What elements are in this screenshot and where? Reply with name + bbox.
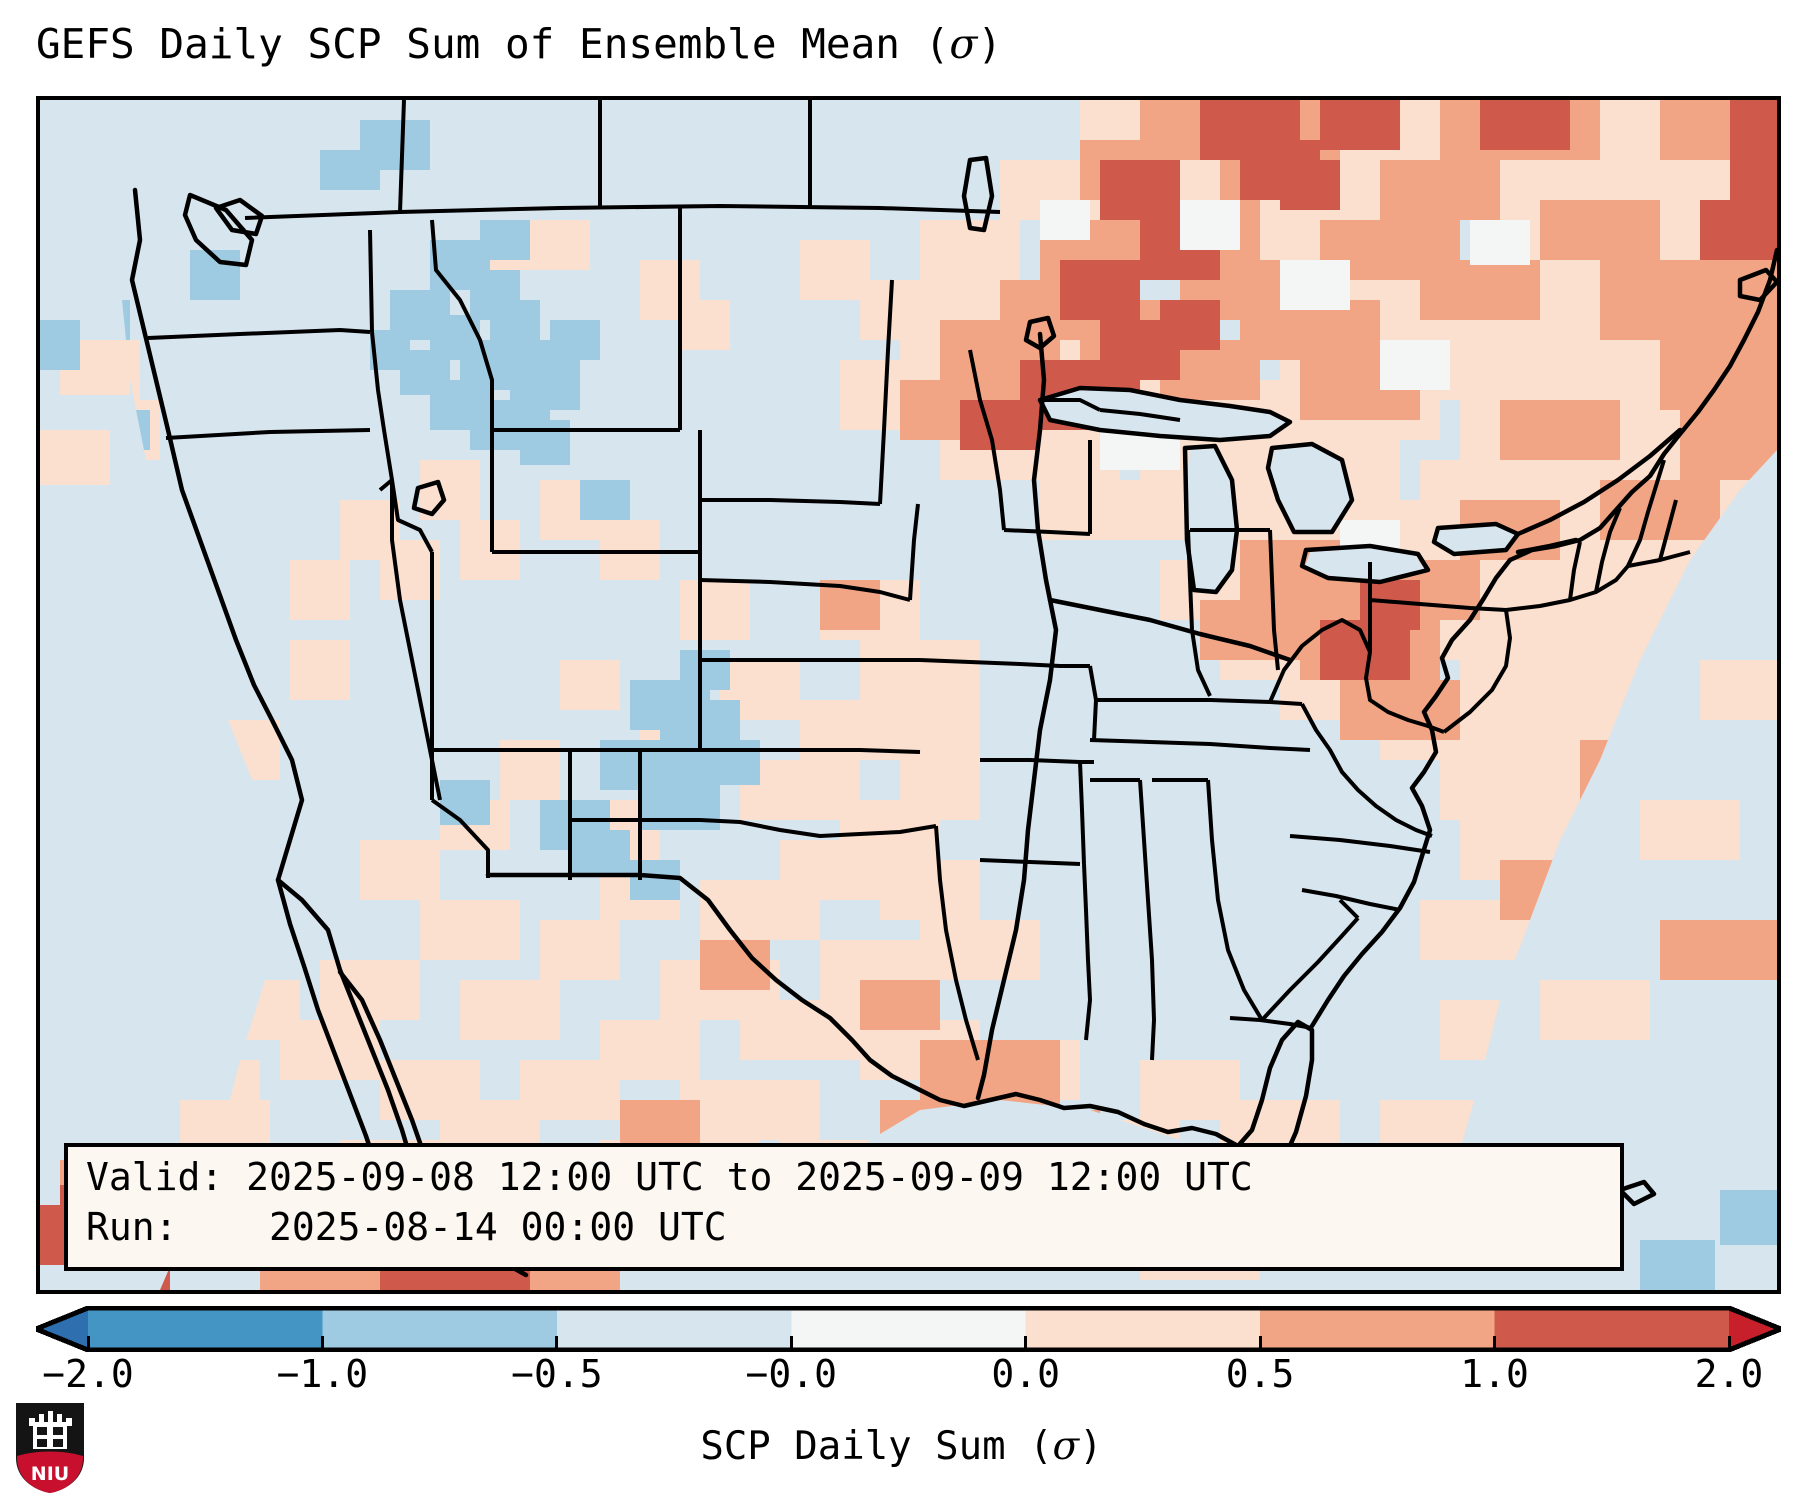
logo-shield-red — [17, 1451, 83, 1493]
page-title: GEFS Daily SCP Sum of Ensemble Mean (σ) — [36, 20, 1002, 68]
colorbar-tick-stem — [1493, 1336, 1497, 1352]
colorbar-tick-label: −0.0 — [745, 1352, 838, 1396]
colorbar-band — [322, 1308, 558, 1350]
cblabel-after: ) — [1079, 1424, 1103, 1469]
colorbar-band — [1025, 1308, 1261, 1350]
colorbar-tick-label: −1.0 — [276, 1352, 369, 1396]
colorbar-band — [88, 1308, 324, 1350]
logo-castle-windows — [37, 1427, 63, 1447]
sigma-symbol: σ — [949, 20, 978, 68]
colorbar-tick-stem — [1024, 1336, 1028, 1352]
colorbar-svg[interactable] — [36, 1306, 1781, 1352]
colorbar-tick-label: −2.0 — [42, 1352, 134, 1396]
colorbar-tick-label: 2.0 — [1694, 1352, 1764, 1396]
colorbar-tick-labels: −2.0 −1.0 −0.5 −0.0 0.0 0.5 1.0 2.0 — [36, 1336, 1781, 1408]
colorbar-tick-stem — [320, 1336, 324, 1352]
logo-text: NIU — [31, 1463, 69, 1485]
valid-time-line: Valid: 2025-09-08 12:00 UTC to 2025-09-0… — [86, 1155, 1253, 1199]
title-text-before: GEFS Daily SCP Sum of Ensemble Mean ( — [36, 20, 950, 68]
map-plot-area — [36, 96, 1781, 1294]
colorbar[interactable] — [36, 1306, 1781, 1352]
colorbar-tick-stem — [555, 1336, 559, 1352]
title-text-after: ) — [977, 20, 1002, 68]
colorbar-tick-label: 1.0 — [1460, 1352, 1529, 1396]
niu-logo: NIU — [16, 1403, 84, 1493]
run-time-line: Run: 2025-08-14 00:00 UTC — [86, 1205, 727, 1249]
colorbar-tick-stem — [789, 1336, 793, 1352]
colorbar-band — [556, 1308, 792, 1350]
sigma-symbol-colorbar: σ — [1052, 1424, 1080, 1469]
colorbar-bands — [88, 1308, 1730, 1350]
colorbar-tick-stem — [1727, 1336, 1731, 1352]
info-box: Valid: 2025-09-08 12:00 UTC to 2025-09-0… — [64, 1143, 1624, 1271]
colorbar-band — [1494, 1308, 1730, 1350]
state-borders — [147, 100, 1691, 1061]
colorbar-tick-stem — [1258, 1336, 1262, 1352]
colorbar-tick-stem — [86, 1336, 90, 1352]
colorbar-over-arrow — [1729, 1308, 1781, 1350]
colorbar-band — [791, 1308, 1027, 1350]
colorbar-band — [1260, 1308, 1496, 1350]
colorbar-under-arrow — [36, 1308, 88, 1350]
colorbar-axis-label: SCP Daily Sum (σ) — [0, 1424, 1803, 1469]
colorbar-tick-label: 0.0 — [991, 1352, 1061, 1396]
colorbar-tick-label: 0.5 — [1225, 1352, 1295, 1396]
colorbar-tick-label: −0.5 — [511, 1352, 603, 1396]
cblabel-before: SCP Daily Sum ( — [700, 1424, 1053, 1469]
scp-heatmap-svg — [40, 100, 1777, 1290]
